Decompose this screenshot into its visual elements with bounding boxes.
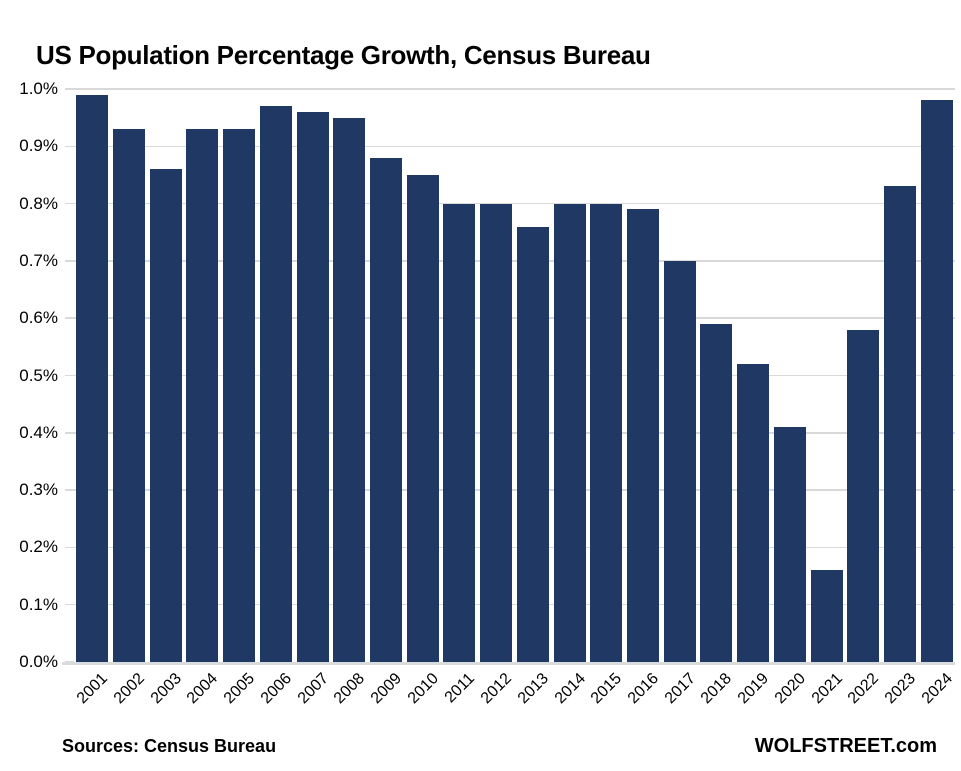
y-tick-label: 0.0% [19,652,58,671]
bar-2012 [480,203,513,662]
gridline [74,202,955,205]
gridline [74,603,955,606]
y-axis-tick [65,88,74,90]
bar-2019 [737,364,770,662]
y-axis-tick [65,145,74,148]
y-axis-tick [65,603,74,606]
gridline [74,374,955,377]
y-axis-tick [65,374,74,377]
gridline [74,260,955,262]
x-tick-label: 2008 [331,670,369,708]
bar-2009 [370,157,403,662]
bar-2006 [259,106,292,662]
bar-2011 [443,203,476,662]
bar-2015 [590,203,623,662]
gridline [74,432,955,434]
x-tick-label: 2024 [918,670,956,708]
bar-2004 [186,129,219,662]
sources-note: Sources: Census Bureau [62,736,277,756]
y-tick-label: 0.9% [19,136,58,156]
x-tick-label: 2016 [624,670,662,708]
x-tick-label: 2005 [221,670,259,708]
x-axis-line [62,662,955,665]
x-tick-label: 2004 [184,670,222,708]
plot-area [62,88,955,665]
x-tick-label: 2011 [442,670,479,707]
bar-2008 [333,117,366,662]
x-tick-label: 2021 [808,670,846,708]
y-tick-label: 0.6% [19,308,58,328]
x-tick-label: 2014 [551,670,589,708]
bar-2010 [406,174,439,662]
y-tick-label: 1.0% [19,79,58,98]
x-tick-label: 2006 [257,670,295,708]
x-tick-label: 2007 [294,670,332,708]
bar-2013 [516,226,549,662]
x-tick-label: 2020 [771,670,809,708]
x-tick-label: 2019 [734,670,773,708]
y-tick-label: 0.8% [19,193,58,213]
y-tick-label: 0.5% [19,365,58,385]
bar-2023 [883,186,916,662]
x-tick-label: 2002 [110,670,149,708]
y-tick-label: 0.7% [19,250,58,270]
x-tick-label: 2009 [367,670,406,708]
y-tick-label: 0.3% [19,480,58,500]
x-tick-label: 2017 [661,670,699,708]
x-tick-label: 2013 [514,670,552,708]
bar-2017 [663,260,696,662]
bar-2002 [113,129,146,662]
bar-2022 [847,329,880,662]
y-tick-label: 0.4% [19,422,58,442]
gridline [74,489,955,491]
bar-2005 [223,129,256,662]
y-axis-tick [65,489,74,491]
bar-2001 [76,94,109,662]
gridline [74,88,955,90]
y-tick-label: 0.1% [19,594,58,614]
y-axis-tick [65,432,74,434]
bar-2018 [700,323,733,662]
bar-2016 [626,209,659,662]
gridline [74,145,955,148]
bar-2024 [920,100,953,662]
x-tick-label: 2018 [698,670,736,708]
bar-2021 [810,570,843,662]
gridline [74,317,955,319]
brand-watermark: WOLFSTREET.com [754,735,937,757]
x-tick-label: 2015 [588,670,626,708]
bar-2007 [296,111,329,662]
y-axis-tick [65,202,74,205]
y-tick-label: 0.2% [19,537,58,557]
y-axis-tick [65,546,74,549]
x-tick-label: 2003 [147,670,185,708]
bar-2014 [553,203,586,662]
chart-title: US Population Percentage Growth, Census … [36,40,651,70]
x-tick-label: 2012 [477,670,516,708]
x-tick-label: 2023 [881,670,919,708]
x-tick-label: 2001 [74,670,112,708]
x-tick-label: 2010 [404,670,442,708]
bar-2020 [773,427,806,662]
y-axis-tick [65,317,74,319]
y-axis-tick [65,260,74,262]
bar-2003 [149,169,182,662]
x-tick-label: 2022 [845,670,883,708]
gridline [74,546,955,549]
